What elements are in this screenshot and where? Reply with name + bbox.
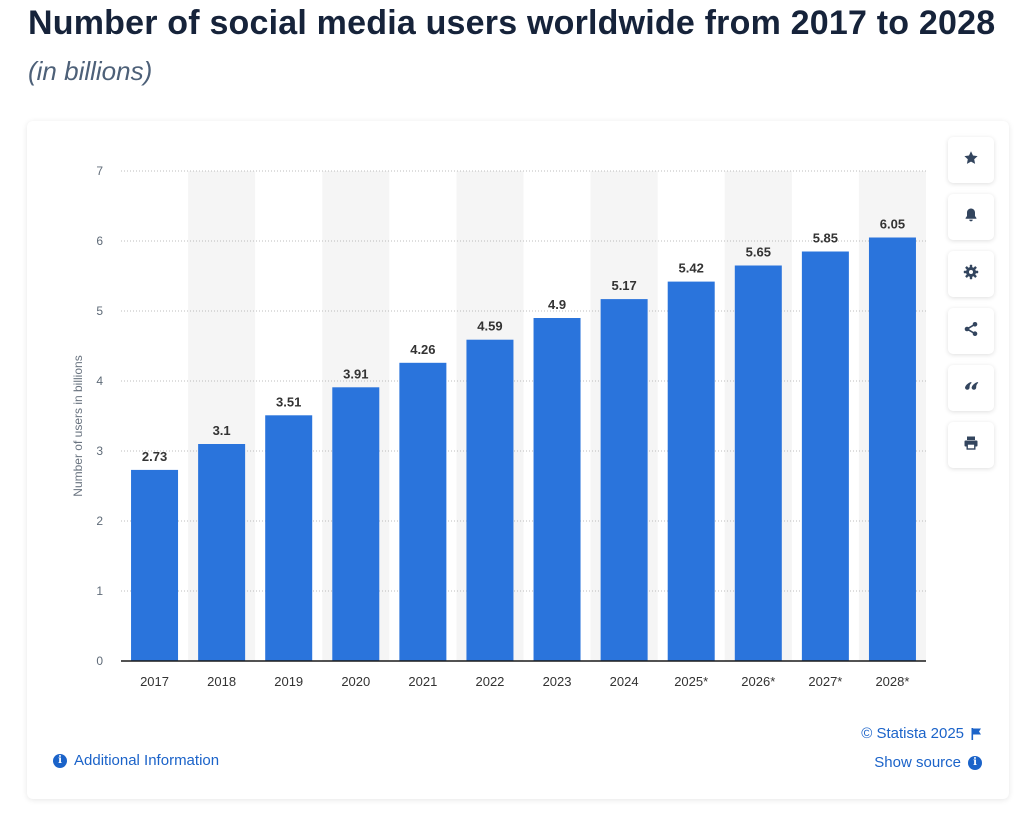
page-subtitle: (in billions) <box>28 56 153 86</box>
y-tick-label: 1 <box>96 584 103 598</box>
y-tick-label: 0 <box>96 654 103 668</box>
bar <box>466 339 514 661</box>
info-icon: i <box>968 755 982 770</box>
bar <box>131 469 179 661</box>
data-label: 3.91 <box>343 366 368 381</box>
chart-toolbar <box>948 137 996 479</box>
bar <box>868 237 916 661</box>
x-tick-label: 2025* <box>674 674 708 689</box>
x-tick-label: 2023 <box>543 674 572 689</box>
y-axis-title: Number of users in billions <box>71 355 85 496</box>
bar <box>734 265 782 661</box>
data-label: 3.1 <box>213 423 231 438</box>
quote-icon <box>963 378 979 399</box>
bar-chart: 0 1 2 3 4 5 6 7 2.73 2017 3.1 2018 3.51 2019 3.91 2020 4… <box>71 164 926 689</box>
y-tick-label: 3 <box>96 444 103 458</box>
bar <box>198 444 246 661</box>
settings-button[interactable] <box>948 251 994 297</box>
notification-button[interactable] <box>948 194 994 240</box>
bell-icon <box>963 207 979 228</box>
chart-card: 0 1 2 3 4 5 6 7 2.73 2017 3.1 2018 3.51 2019 3.91 2020 4… <box>27 121 1009 799</box>
data-label: 4.9 <box>548 297 566 312</box>
info-icon: i <box>53 753 67 768</box>
y-tick-label: 6 <box>96 234 103 248</box>
additional-information-link[interactable]: i Additional Information <box>53 752 219 769</box>
data-label: 6.05 <box>880 217 905 232</box>
x-tick-label: 2020 <box>341 674 370 689</box>
y-tick-label: 7 <box>96 164 103 178</box>
x-tick-label: 2022 <box>475 674 504 689</box>
show-source-label: Show source <box>874 754 961 771</box>
x-tick-label: 2028* <box>875 674 909 689</box>
additional-information-label: Additional Information <box>74 752 220 769</box>
gear-icon <box>963 264 979 285</box>
y-tick-label: 4 <box>96 374 103 388</box>
share-icon <box>963 321 979 342</box>
x-tick-label: 2018 <box>207 674 236 689</box>
y-tick-label: 2 <box>96 514 103 528</box>
data-label: 4.26 <box>410 342 435 357</box>
page-title: Number of social media users worldwide f… <box>28 4 996 42</box>
data-label: 2.73 <box>142 449 167 464</box>
data-label: 5.42 <box>679 261 704 276</box>
x-tick-label: 2019 <box>274 674 303 689</box>
data-label: 3.51 <box>276 394 301 409</box>
flag-icon <box>971 727 982 740</box>
bar <box>533 318 581 661</box>
y-tick-label: 5 <box>96 304 103 318</box>
x-tick-label: 2027* <box>808 674 842 689</box>
bar <box>332 387 380 661</box>
bar <box>801 251 849 661</box>
bar <box>399 362 447 661</box>
print-button[interactable] <box>948 422 994 468</box>
share-button[interactable] <box>948 308 994 354</box>
bar <box>265 415 313 661</box>
bar <box>600 299 648 661</box>
bar <box>667 281 715 661</box>
favorite-button[interactable] <box>948 137 994 183</box>
data-label: 5.65 <box>746 245 771 260</box>
show-source-link[interactable]: Show source i <box>874 754 982 771</box>
data-label: 5.17 <box>611 278 636 293</box>
x-tick-label: 2026* <box>741 674 775 689</box>
cite-button[interactable] <box>948 365 994 411</box>
statista-copyright-link[interactable]: © Statista 2025 <box>861 725 982 742</box>
x-tick-label: 2017 <box>140 674 169 689</box>
print-icon <box>963 435 979 456</box>
x-tick-label: 2021 <box>408 674 437 689</box>
star-icon <box>963 150 979 171</box>
copyright-text: © Statista 2025 <box>861 725 964 742</box>
data-label: 4.59 <box>477 319 502 334</box>
data-label: 5.85 <box>813 231 838 246</box>
x-tick-label: 2024 <box>610 674 639 689</box>
